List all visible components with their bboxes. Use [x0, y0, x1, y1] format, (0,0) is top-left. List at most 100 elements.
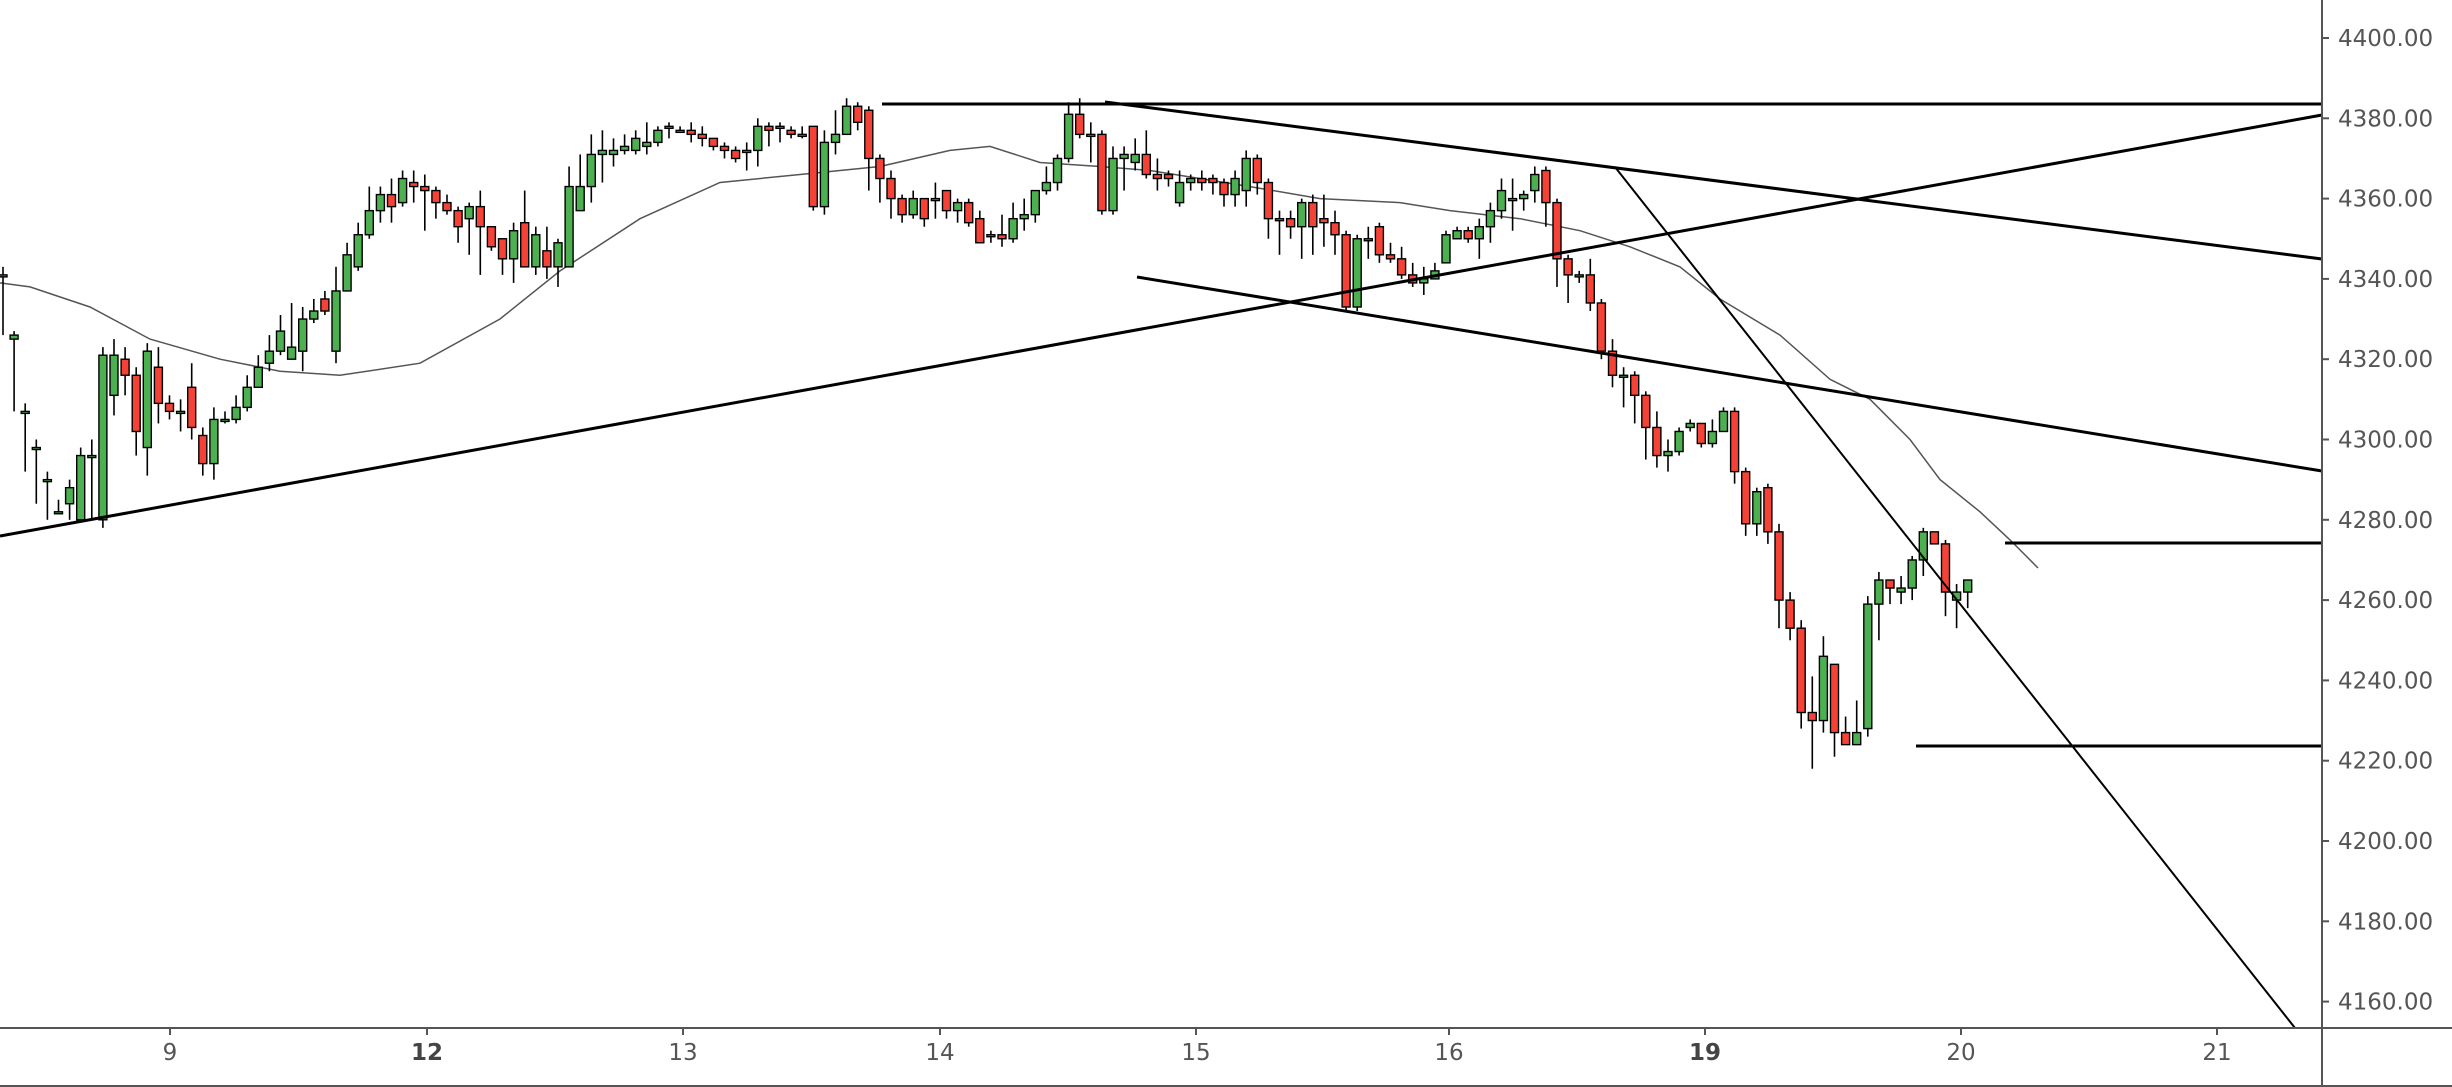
candle	[719, 142, 730, 159]
candle	[1863, 596, 1873, 737]
candle-body-up	[1874, 579, 1884, 605]
rising-support-line[interactable]	[0, 113, 2323, 538]
candle	[1740, 467, 1751, 536]
candle-body-down	[1807, 711, 1818, 722]
time-tick-labels: 9 12 13 14 15 16 19 20 21	[163, 1028, 2232, 1066]
candle-body-down	[1763, 486, 1773, 533]
steep-downtrend-line[interactable]	[1614, 166, 2296, 1029]
candle-body-down	[1596, 302, 1607, 352]
candle	[1296, 198, 1307, 259]
candle	[1585, 258, 1596, 312]
candle	[375, 186, 386, 223]
candle-body-up	[1363, 238, 1374, 242]
candle	[1185, 174, 1196, 191]
candle	[553, 238, 563, 287]
candle-body-up	[830, 133, 841, 144]
candle-body-down	[786, 129, 796, 136]
candle-body-up	[553, 242, 563, 268]
candle	[864, 106, 874, 191]
candle-body-up	[1474, 226, 1485, 240]
candle-body-down	[1563, 258, 1573, 276]
candle	[31, 439, 41, 504]
candle	[1530, 166, 1540, 203]
candle-body-up	[1851, 731, 1862, 746]
candle	[1385, 242, 1396, 263]
candle-body-down	[1152, 173, 1163, 180]
candle	[342, 242, 352, 292]
candle-body-down	[686, 129, 696, 136]
candle-body-up	[819, 141, 830, 208]
candle-body-down	[708, 137, 719, 148]
candle-body-up	[797, 133, 807, 138]
candle-body-up	[1485, 209, 1496, 228]
candle-body-down	[1341, 234, 1351, 308]
upper-channel-line[interactable]	[1104, 100, 2323, 261]
candle	[986, 230, 996, 243]
candle	[9, 331, 19, 412]
candle	[164, 395, 175, 420]
candle-body-down	[1840, 731, 1851, 746]
candle-body-down	[120, 358, 130, 376]
candle	[198, 427, 208, 476]
candle	[1618, 367, 1629, 408]
candle	[1474, 218, 1485, 259]
candle	[264, 335, 275, 372]
candle	[1230, 170, 1240, 207]
candle-body-up	[1008, 217, 1018, 240]
candle	[830, 110, 841, 155]
lower-channel-line[interactable]	[1136, 275, 2323, 473]
candle	[1019, 198, 1029, 231]
candle	[1263, 178, 1274, 239]
candle-body-down	[320, 298, 330, 312]
candle-body-up	[375, 193, 386, 212]
candle	[1496, 178, 1507, 219]
candle-body-down	[1829, 663, 1840, 734]
candle-body-down	[897, 197, 907, 216]
time-tick-label: 12	[411, 1040, 443, 1066]
candle-body-down	[1940, 543, 1951, 593]
candle	[1141, 130, 1152, 179]
candle-body-up	[775, 125, 785, 130]
candle	[797, 126, 807, 139]
candle	[1108, 146, 1118, 215]
candle-body-up	[619, 145, 630, 152]
price-tick-labels: 4400.00 4380.00 4360.00 4340.00 4320.00 4300.…	[2322, 26, 2433, 1016]
candle-body-up	[42, 478, 53, 483]
candle	[0, 266, 8, 336]
candle-body-up	[0, 274, 8, 278]
drawing-tools[interactable]	[0, 100, 2323, 1029]
candle-body-up	[1119, 153, 1129, 160]
candle-body-up	[264, 350, 275, 364]
candle	[1652, 411, 1662, 468]
candle-body-down	[1541, 169, 1551, 204]
candle-body-up	[1108, 157, 1118, 212]
candle-body-up	[464, 205, 474, 220]
candle-body-up	[9, 334, 19, 340]
candle	[209, 407, 219, 480]
candle	[586, 134, 596, 203]
candle-body-down	[1374, 226, 1385, 256]
candle	[142, 343, 153, 476]
price-tick-label: 4360.00	[2338, 187, 2433, 213]
candle-body-up	[608, 149, 619, 156]
plot-area[interactable]	[0, 98, 2323, 1029]
candle-body-down	[386, 193, 397, 208]
candle	[20, 403, 30, 472]
time-axis[interactable]: 9 12 13 14 15 16 19 20 21	[0, 1027, 2452, 1087]
price-axis[interactable]: 4400.00 4380.00 4360.00 4340.00 4320.00 4300.…	[2321, 0, 2433, 1087]
candle	[875, 154, 885, 203]
candle-body-down	[475, 205, 485, 228]
candle	[309, 298, 319, 324]
candle	[941, 189, 952, 219]
moving-average-path	[0, 145, 2039, 569]
candle-body-up	[1052, 157, 1063, 184]
candle-body-up	[1707, 430, 1718, 445]
candle-body-down	[1141, 153, 1152, 176]
candle-body-up	[930, 197, 941, 202]
candle	[997, 214, 1007, 247]
candle-body-up	[1030, 189, 1041, 216]
candle-body-down	[131, 374, 141, 433]
candle-body-up	[331, 290, 341, 352]
candle	[1596, 298, 1607, 360]
